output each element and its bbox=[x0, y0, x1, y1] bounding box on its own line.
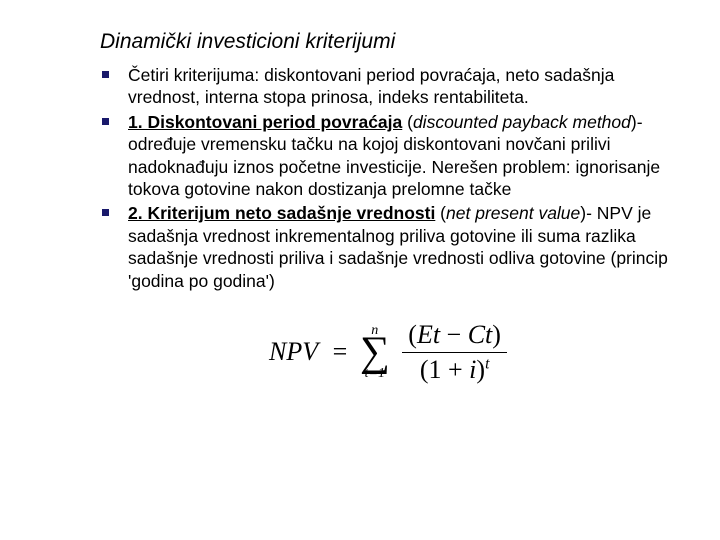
list-item: 1. Diskontovani period povraćaja (discou… bbox=[100, 111, 680, 201]
paren: ( bbox=[435, 203, 446, 223]
var-et: Et bbox=[417, 320, 440, 349]
minus: − bbox=[440, 320, 468, 349]
denominator: (1 + i)t bbox=[402, 353, 507, 385]
fraction: (Et − Ct) (1 + i)t bbox=[398, 320, 511, 385]
npv-formula: NPV = n ∑ t=1 (Et − Ct) (1 + i)t bbox=[269, 320, 511, 385]
plus: + bbox=[441, 355, 469, 384]
numerator: (Et − Ct) bbox=[402, 320, 507, 353]
paren: ) bbox=[492, 320, 501, 349]
bullet-heading: 1. Diskontovani period povraćaja bbox=[128, 112, 402, 132]
equals-sign: = bbox=[329, 337, 352, 367]
bullet-text: Četiri kriterijuma: diskontovani period … bbox=[128, 65, 614, 107]
formula-lhs: NPV bbox=[269, 337, 322, 367]
bullet-list: Četiri kriterijuma: diskontovani period … bbox=[100, 64, 680, 292]
slide-title: Dinamički investicioni kriterijumi bbox=[100, 30, 680, 54]
list-item: 2. Kriterijum neto sadašnje vrednosti (n… bbox=[100, 202, 680, 292]
list-item: Četiri kriterijuma: diskontovani period … bbox=[100, 64, 680, 109]
bullet-term-italic: net present value bbox=[446, 203, 580, 223]
paren: ( bbox=[408, 320, 417, 349]
formula-container: NPV = n ∑ t=1 (Et − Ct) (1 + i)t bbox=[100, 320, 680, 385]
slide: Dinamički investicioni kriterijumi Četir… bbox=[0, 0, 720, 540]
exponent: t bbox=[485, 355, 489, 372]
summation: n ∑ t=1 bbox=[358, 324, 392, 382]
bullet-term-italic: discounted payback method bbox=[413, 112, 631, 132]
sigma-icon: ∑ bbox=[360, 336, 390, 370]
one: 1 bbox=[428, 355, 441, 384]
bullet-heading: 2. Kriterijum neto sadašnje vrednosti bbox=[128, 203, 435, 223]
paren: ) bbox=[476, 355, 485, 384]
var-ct: Ct bbox=[468, 320, 493, 349]
paren: ( bbox=[402, 112, 413, 132]
